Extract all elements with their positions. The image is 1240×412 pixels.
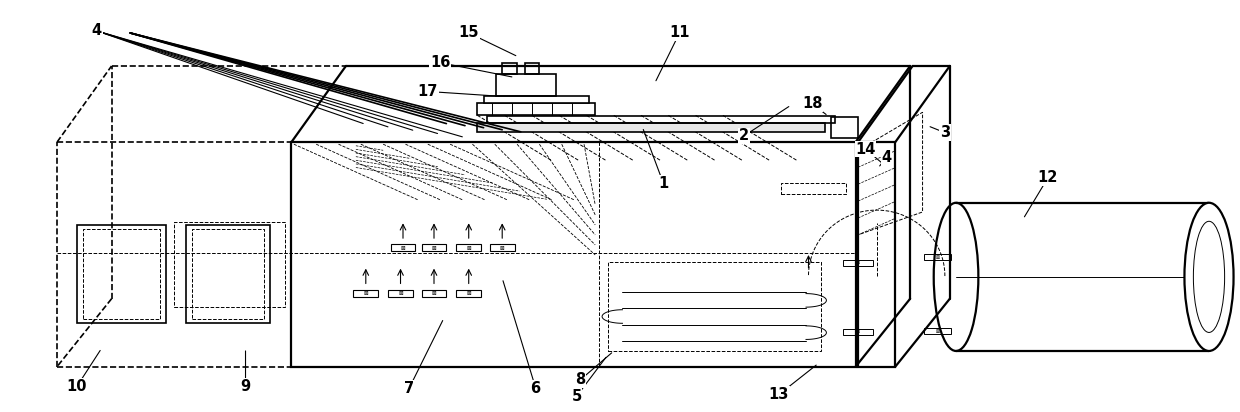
Text: 3: 3 <box>940 125 950 140</box>
Text: ⊠: ⊠ <box>432 291 436 296</box>
Text: 4: 4 <box>882 150 892 165</box>
Text: 16: 16 <box>430 55 450 70</box>
Text: 2: 2 <box>739 129 749 143</box>
Text: 9: 9 <box>241 379 250 394</box>
Bar <box>77 225 166 323</box>
Text: 5: 5 <box>572 389 582 404</box>
Text: ⊠: ⊠ <box>936 329 940 334</box>
Text: 14: 14 <box>856 142 875 157</box>
Bar <box>781 183 846 194</box>
Text: ⊠: ⊠ <box>856 329 861 334</box>
Text: 17: 17 <box>418 84 438 99</box>
Text: 13: 13 <box>769 387 789 402</box>
Bar <box>422 290 446 297</box>
Text: ⊠: ⊠ <box>363 291 368 296</box>
Text: ⊠: ⊠ <box>500 246 505 250</box>
Bar <box>490 244 515 251</box>
Text: 8: 8 <box>575 372 585 387</box>
Text: ⊠: ⊠ <box>401 246 405 250</box>
Bar <box>291 142 856 367</box>
Text: ⊠: ⊠ <box>432 246 436 250</box>
Bar <box>858 142 895 367</box>
Bar <box>388 290 413 297</box>
Text: 6: 6 <box>531 381 541 396</box>
Bar <box>843 260 873 266</box>
Text: ⊠: ⊠ <box>466 291 471 296</box>
Text: 11: 11 <box>670 26 689 40</box>
Bar <box>487 117 835 123</box>
Bar <box>496 74 556 96</box>
Bar <box>608 262 821 351</box>
Text: 7: 7 <box>404 381 414 396</box>
Text: 4: 4 <box>92 23 102 38</box>
Bar <box>353 290 378 297</box>
Bar <box>924 328 951 334</box>
Bar <box>924 254 951 260</box>
Bar <box>525 63 539 74</box>
Text: 18: 18 <box>802 96 822 111</box>
Text: 15: 15 <box>459 26 479 40</box>
Bar <box>186 225 270 323</box>
Text: 10: 10 <box>67 379 87 394</box>
Bar <box>831 117 858 138</box>
Bar <box>456 244 481 251</box>
Text: ⊠: ⊠ <box>398 291 403 296</box>
Bar <box>456 290 481 297</box>
Bar <box>477 103 595 115</box>
Bar <box>477 123 825 132</box>
Text: ⊠: ⊠ <box>856 260 861 265</box>
Bar <box>502 63 517 74</box>
Text: 12: 12 <box>1038 171 1058 185</box>
Ellipse shape <box>1184 203 1234 351</box>
Text: ⊠: ⊠ <box>466 246 471 250</box>
Text: 1: 1 <box>658 176 668 191</box>
Bar <box>484 96 589 103</box>
Bar <box>192 229 264 319</box>
Bar <box>422 244 446 251</box>
Bar <box>391 244 415 251</box>
Bar <box>83 229 160 319</box>
Bar <box>843 329 873 335</box>
Text: ⊠: ⊠ <box>936 255 940 260</box>
Bar <box>174 222 285 307</box>
